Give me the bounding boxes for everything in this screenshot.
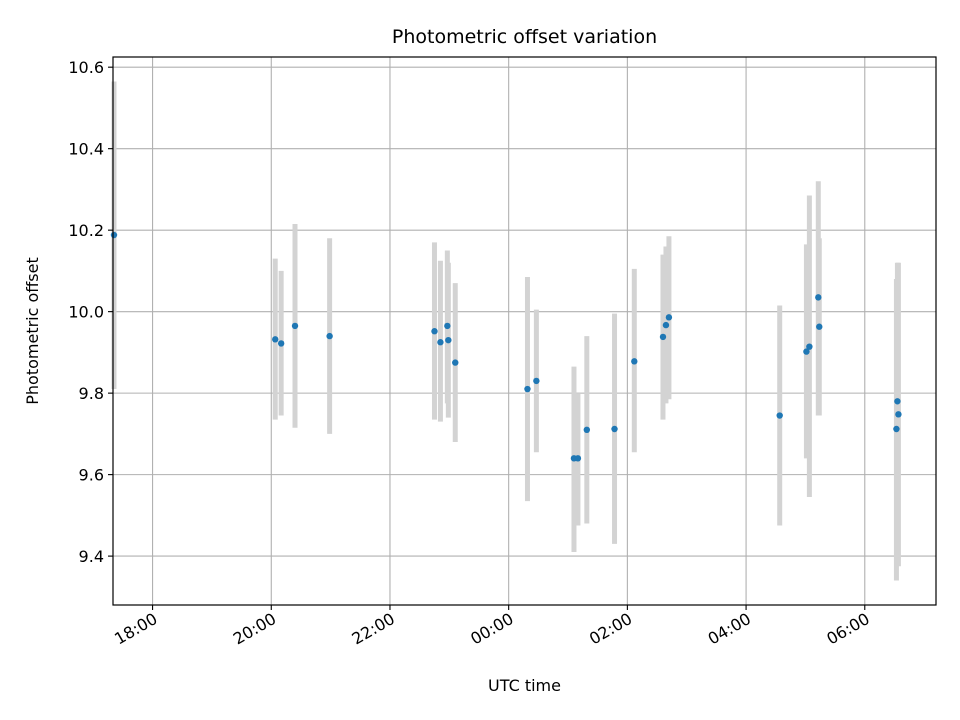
- data-point: [574, 455, 582, 462]
- y-axis: 9.4 9.6 9.8 10.0 10.2 10.4 10.6: [68, 58, 113, 566]
- data-point: [445, 336, 452, 344]
- chart-title: Photometric offset variation: [392, 26, 657, 48]
- data-point: [816, 323, 823, 330]
- plot-frame: [112, 56, 937, 606]
- data-point: [277, 340, 285, 347]
- data-point: [662, 321, 670, 329]
- y-tick-label: 10.0: [68, 303, 104, 322]
- data-point: [110, 231, 118, 239]
- data-point: [815, 294, 822, 301]
- y-tick-label: 10.2: [68, 221, 104, 240]
- y-tick-label: 9.4: [79, 547, 104, 566]
- data-point: [893, 425, 900, 433]
- data-points: [110, 231, 902, 462]
- data-point: [437, 339, 444, 346]
- data-point: [803, 348, 810, 355]
- data-point: [583, 426, 591, 434]
- grid: [113, 57, 936, 605]
- data-point: [272, 336, 279, 343]
- data-point: [631, 358, 638, 365]
- y-axis-label: Photometric offset: [23, 257, 42, 405]
- data-point: [291, 322, 299, 330]
- data-point: [659, 333, 667, 341]
- data-point: [894, 398, 901, 405]
- data-point: [806, 343, 813, 350]
- data-point: [431, 328, 438, 335]
- data-point: [895, 411, 902, 418]
- data-point: [326, 332, 333, 340]
- data-point: [452, 359, 459, 366]
- y-tick-label: 9.6: [79, 466, 104, 485]
- data-point: [524, 385, 531, 393]
- x-axis-label: UTC time: [488, 676, 561, 695]
- data-point: [665, 314, 673, 321]
- y-tick-label: 10.4: [68, 140, 104, 159]
- y-tick-label: 10.6: [68, 58, 104, 77]
- data-point: [533, 377, 540, 385]
- data-point: [611, 425, 618, 433]
- data-point: [776, 412, 783, 419]
- y-tick-label: 9.8: [79, 384, 104, 403]
- data-point: [444, 322, 451, 330]
